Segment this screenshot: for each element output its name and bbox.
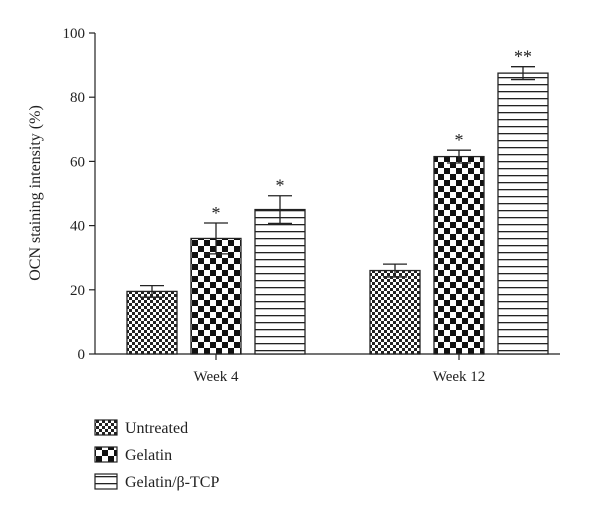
bar [254,208,306,355]
bar [126,290,178,355]
bar [497,72,549,355]
legend-item: Gelatin [94,446,172,464]
bar-group [369,263,421,355]
y-axis-title: OCN staining intensity (%) [27,105,44,281]
bar-group: * [190,203,242,355]
y-tick-label: 60 [70,154,85,170]
legend-item: Gelatin/β-TCP [94,473,219,491]
y-tick-label: 20 [70,283,85,299]
significance-marker: * [455,130,464,150]
bar-group [126,284,178,355]
legend-swatch [94,473,118,490]
bar [190,237,242,355]
legend-label: Untreated [125,420,188,437]
bar-group: * [254,176,306,355]
bar [433,155,485,355]
y-axis: 0 20 40 60 80 100 [63,26,96,363]
legend-label: Gelatin/β-TCP [125,474,219,491]
x-tick-label: Week 12 [433,369,486,385]
bar-group: ** [497,47,549,355]
significance-marker: * [212,203,221,223]
legend-swatch [94,446,118,463]
significance-marker: ** [514,47,532,67]
y-tick-label: 0 [78,347,86,363]
y-tick-label: 80 [70,90,85,106]
bar [369,269,421,355]
y-tick-label: 40 [70,219,85,235]
legend-swatch [94,419,118,436]
significance-marker: * [276,176,285,196]
legend-item: Untreated [94,419,188,437]
legend-label: Gelatin [125,447,172,464]
legend: Untreated Gelatin Gelatin/β-TCP [94,419,219,491]
bar-group: * [433,130,485,355]
bars: ***** [126,47,549,355]
x-axis: Week 4 Week 12 [95,353,560,385]
x-tick-label: Week 4 [193,369,239,385]
y-tick-label: 100 [63,26,86,42]
